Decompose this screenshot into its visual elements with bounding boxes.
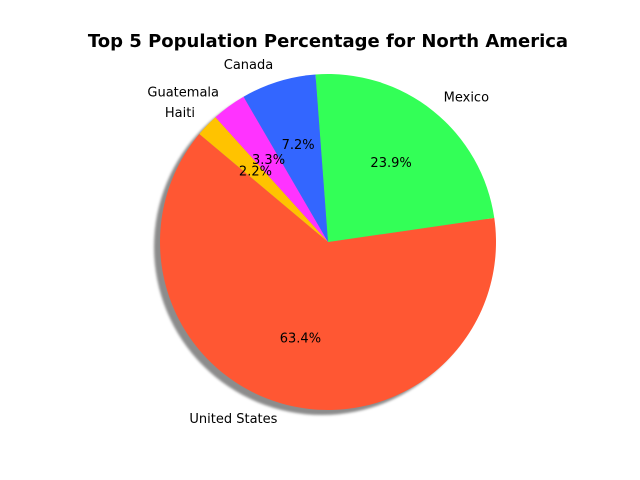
pie-slice-mexico bbox=[315, 74, 495, 243]
chart-title: Top 5 Population Percentage for North Am… bbox=[87, 31, 569, 52]
slice-label: Guatemala bbox=[147, 85, 219, 100]
pie-labels: United States 63.4% Mexico 23.9% Canada 7.2% G… bbox=[147, 58, 489, 427]
slice-label: Canada bbox=[224, 58, 273, 73]
slice-percent-label: 63.4% bbox=[280, 331, 321, 346]
slice-label: Mexico bbox=[444, 90, 489, 105]
slice-label: Haiti bbox=[165, 106, 195, 121]
slice-percent-label: 3.3% bbox=[252, 153, 285, 168]
slice-label: United States bbox=[189, 412, 277, 427]
pie-slice-haiti bbox=[199, 117, 328, 242]
pie-slices bbox=[160, 74, 496, 411]
pie-slice-guatemala bbox=[215, 96, 328, 242]
slice-percent-label: 7.2% bbox=[282, 138, 315, 153]
pie-slice-canada bbox=[243, 74, 328, 243]
slice-percent-label: 23.9% bbox=[370, 156, 411, 171]
pie-slice-united-states bbox=[160, 134, 496, 411]
slice-percent-label: 2.2% bbox=[239, 165, 272, 180]
